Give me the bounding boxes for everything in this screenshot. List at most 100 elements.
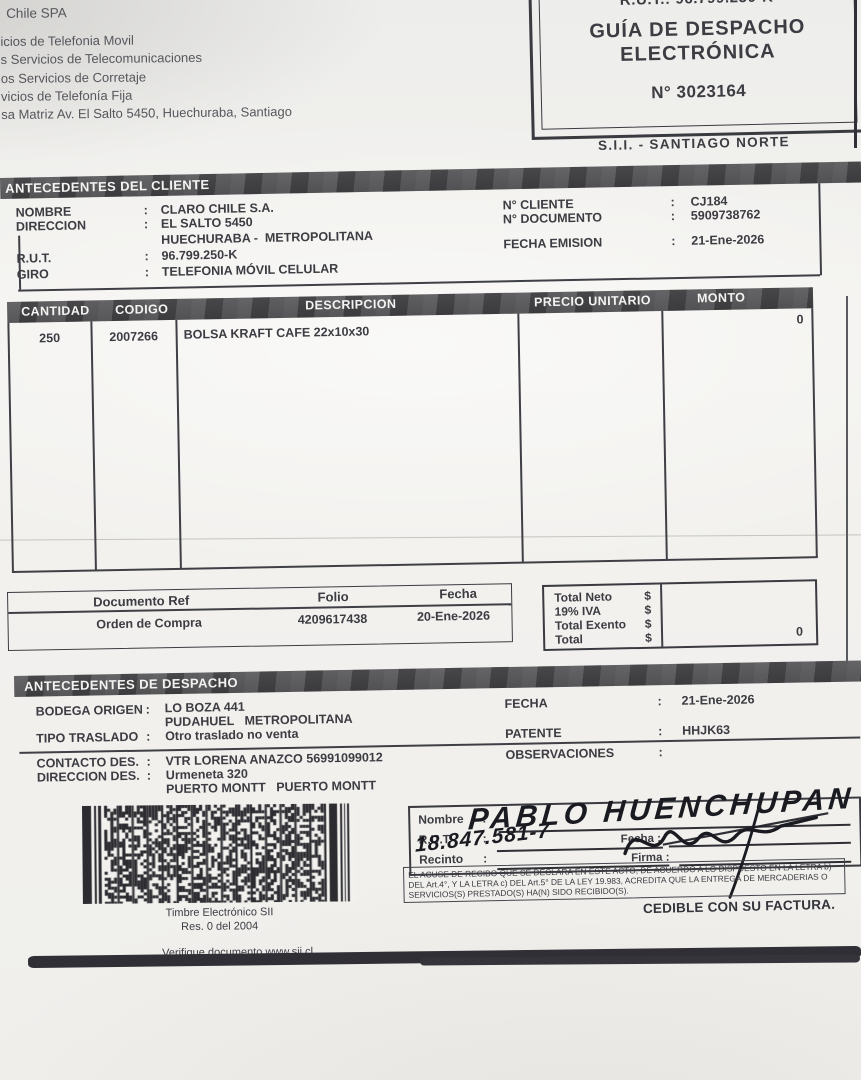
- nombre-label: Nombre: [418, 811, 464, 827]
- total-iva-label: 19% IVA: [554, 603, 602, 619]
- client-field-value: 5909738762: [690, 207, 761, 223]
- patente-value: HHJK63: [681, 722, 731, 738]
- fecha-value: 21-Ene-2026: [681, 692, 755, 708]
- field-separator: :: [143, 217, 149, 232]
- total-label: Total: [555, 632, 584, 647]
- client-field-label: FECHA EMISION: [503, 235, 603, 252]
- client-field-label: N° DOCUMENTO: [502, 210, 603, 227]
- field-separator: :: [671, 234, 676, 249]
- item-monto-margin-value: 0: [796, 312, 804, 327]
- table-border-right: [811, 308, 818, 558]
- letterhead: Chile SPA icios de Telefonia Movil s Ser…: [0, 0, 441, 122]
- field-separator: :: [657, 724, 663, 739]
- patente-label: PATENTE: [505, 725, 562, 742]
- client-field-value: 96.799.250-K: [161, 247, 238, 263]
- client-field-label: GIRO: [16, 267, 49, 282]
- total-neto-label: Total Neto: [554, 589, 613, 605]
- client-box-right-border: [818, 183, 822, 276]
- reference-doc: Orden de Compra: [96, 615, 202, 632]
- dispatch-section-bar: ANTECEDENTES DE DESPACHO: [14, 660, 861, 697]
- column-header-descripcion: DESCRIPCION: [304, 296, 397, 313]
- field-separator: :: [482, 851, 488, 866]
- item-descripcion: BOLSA KRAFT CAFE 22x10x30: [183, 324, 370, 342]
- letterhead-company: Chile SPA: [6, 5, 67, 21]
- client-field-value: 21-Ene-2026: [691, 232, 765, 248]
- field-separator: :: [145, 702, 150, 717]
- letterhead-line: vicios de Telefonía Fija: [0, 87, 133, 104]
- letterhead-line: icios de Telefonia Movil: [0, 32, 134, 49]
- column-header-precio: PRECIO UNITARIO: [533, 293, 652, 310]
- references-table: Documento Ref Folio Fecha Orden de Compr…: [7, 583, 513, 651]
- letterhead-line: s Servicios de Telecomunicaciones: [0, 49, 203, 67]
- field-separator: :: [658, 745, 663, 760]
- scan-edge-line-top-right: [854, 0, 857, 148]
- table-column-line: [517, 313, 524, 563]
- column-header-folio: Folio: [317, 589, 349, 605]
- field-separator: :: [146, 768, 152, 783]
- item-cantidad: 250: [39, 331, 61, 346]
- currency-sign: $: [644, 588, 652, 603]
- field-separator: :: [144, 249, 149, 264]
- client-section: ANTECEDENTES DEL CLIENTE NOMBRE : CLARO …: [0, 161, 861, 296]
- client-field-value: TELEFONIA MÓVIL CELULAR: [161, 261, 339, 279]
- client-section-bar: ANTECEDENTES DEL CLIENTE: [0, 161, 861, 199]
- signature-scribble: [623, 801, 829, 899]
- field-separator: :: [670, 195, 675, 210]
- field-separator: :: [146, 729, 151, 744]
- table-border-bottom: [11, 556, 818, 573]
- client-field-value: HUECHURABA - METROPOLITANA: [161, 228, 374, 247]
- client-field-label: DIRECCION: [15, 218, 87, 234]
- table-border-left: [7, 322, 14, 572]
- timbre-line1: Timbre Electrónico SII: [165, 906, 274, 920]
- field-separator: :: [144, 265, 150, 280]
- timbre-block: Timbre Electrónico SII Res. 0 del 2004 V…: [82, 803, 373, 959]
- reference-fecha: 20-Ene-2026: [416, 608, 491, 624]
- pdf417-barcode: [82, 803, 356, 904]
- totals-amount: 0: [795, 624, 804, 639]
- scan-edge-line-mid-right: [846, 296, 848, 664]
- letterhead-line: os Servicios de Corretaje: [0, 69, 147, 86]
- observaciones-label: OBSERVACIONES: [505, 746, 615, 763]
- items-table: CANTIDAD CODIGO DESCRIPCION PRECIO UNITA…: [7, 287, 818, 574]
- column-header-monto: MONTO: [696, 290, 746, 306]
- bodega-origen-label: BODEGA ORIGEN: [35, 702, 143, 719]
- currency-sign: $: [644, 630, 652, 645]
- tipo-traslado-label: TIPO TRASLADO: [36, 729, 139, 746]
- field-separator: :: [146, 754, 151, 769]
- tipo-traslado-value: Otro traslado no venta: [165, 726, 299, 744]
- table-column-line: [90, 321, 97, 571]
- sii-stamp-box: R.U.T.: 96.799.250-K GUÍA DE DESPACHO EL…: [528, 0, 861, 140]
- client-section-title: ANTECEDENTES DEL CLIENTE: [5, 176, 210, 196]
- table-column-line: [175, 319, 182, 569]
- cedible-label: CEDIBLE CON SU FACTURA.: [642, 896, 836, 917]
- item-codigo: 2007266: [109, 329, 159, 345]
- letterhead-line: sa Matriz Av. El Salto 5450, Huechuraba,…: [1, 103, 293, 122]
- column-header-documento-ref: Documento Ref: [93, 592, 190, 610]
- timbre-line2: Res. 0 del 2004: [181, 920, 259, 934]
- currency-sign: $: [644, 602, 652, 617]
- direccion-des-value2: PUERTO MONTT PUERTO MONTT: [165, 778, 377, 797]
- field-separator: :: [143, 203, 148, 218]
- field-separator: :: [670, 209, 676, 224]
- client-field-label: R.U.T.: [16, 251, 52, 266]
- field-separator: :: [657, 694, 662, 709]
- client-field-value: EL SALTO 5450: [160, 215, 253, 231]
- sii-office-label: S.I.I. - SANTIAGO NORTE: [597, 133, 791, 154]
- bottom-scan-bar-segment: [419, 954, 861, 966]
- currency-sign: $: [644, 616, 652, 631]
- total-exento-label: Total Exento: [554, 617, 627, 633]
- column-header-codigo: CODIGO: [115, 302, 169, 318]
- totals-box: Total Neto 19% IVA Total Exento Total $ …: [542, 579, 819, 651]
- direccion-des-label: DIRECCION DES.: [36, 768, 140, 785]
- totals-divider: [660, 584, 663, 647]
- dispatch-section: ANTECEDENTES DE DESPACHO BODEGA ORIGEN :…: [14, 660, 861, 807]
- fecha-label: FECHA: [504, 696, 548, 712]
- receipt-box: Nombre : R.U.T : Recinto : Fecha : Firma…: [408, 782, 861, 899]
- column-header-cantidad: CANTIDAD: [21, 303, 90, 319]
- table-column-line: [661, 310, 668, 560]
- reference-folio: 4209617438: [297, 611, 368, 627]
- contacto-des-value: VTR LORENA ANAZCO 56991099012: [165, 750, 383, 769]
- legal-notice-text: EL ACUSE DE RECIBO QUE SE DECLARA EN EST…: [408, 861, 832, 901]
- column-header-fecha: Fecha: [439, 585, 478, 602]
